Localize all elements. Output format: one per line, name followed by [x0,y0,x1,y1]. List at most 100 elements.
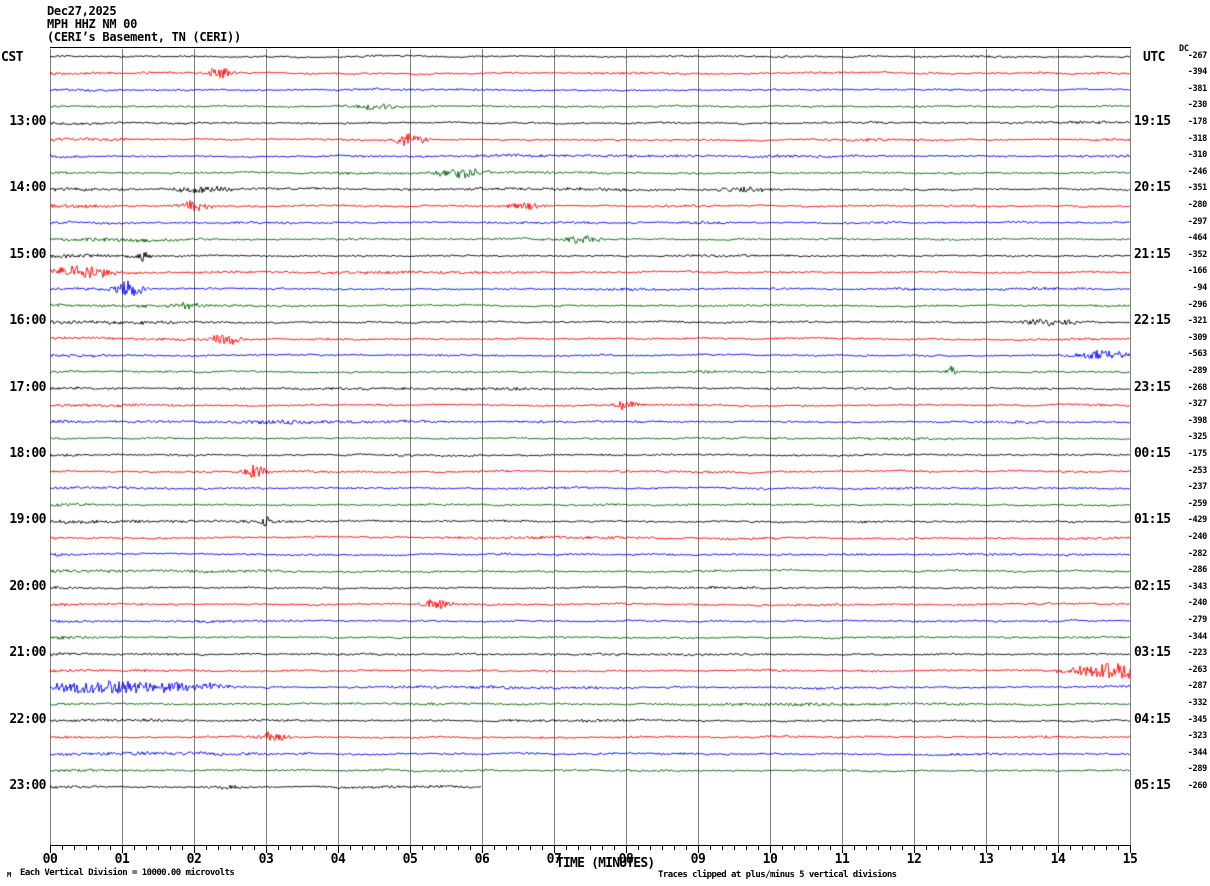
dc-offset-value: -309 [1187,332,1208,343]
major-tick [266,846,267,853]
minor-tick [686,846,687,850]
cst-hour-label: 19:00 [9,512,46,528]
dc-offset-value: -267 [1187,50,1208,61]
x-tick-label: 06 [474,852,490,867]
title-location: (CERI’s Basement, TN (CERI)) [47,30,241,44]
minor-tick [950,846,951,850]
seismogram-traces-canvas [50,49,1131,846]
minor-tick [170,846,171,850]
minor-tick [614,846,615,850]
major-tick [986,846,987,853]
minor-tick [458,846,459,850]
minor-tick [1070,846,1071,850]
x-tick-label: 07 [546,852,562,867]
utc-hour-label: 01:15 [1134,512,1171,528]
x-tick-label: 01 [114,852,130,867]
utc-hour-label: 03:15 [1134,645,1171,661]
minor-tick [1118,846,1119,850]
minor-tick [962,846,963,850]
utc-hour-label: 00:15 [1134,446,1171,461]
major-tick [194,846,195,853]
major-tick [770,846,771,853]
title-date: Dec27,2025 [47,4,117,18]
dc-offset-value: -381 [1187,83,1208,94]
utc-hour-label: 05:15 [1134,778,1171,793]
dc-offset-value: -237 [1187,482,1208,493]
major-tick [50,846,51,853]
clip-note: Traces clipped at plus/minus 5 vertical … [658,870,897,880]
x-tick-label: 02 [186,852,202,867]
minor-tick [722,846,723,850]
cst-hour-label: 20:00 [9,578,46,594]
minor-tick [398,846,399,850]
minor-tick [818,846,819,850]
minor-tick [242,846,243,850]
minor-tick [386,846,387,850]
dc-offset-value: -178 [1187,117,1208,127]
dc-offset-value: -310 [1187,150,1208,161]
minor-tick [602,846,603,850]
minor-tick [206,846,207,850]
x-tick-label: 10 [762,852,778,867]
x-tick-label: 08 [618,852,634,867]
minor-tick [782,846,783,850]
minor-tick [638,846,639,850]
minor-tick [134,846,135,850]
dc-offset-value: -352 [1187,249,1208,260]
timezone-label-right: UTC [1143,50,1165,65]
dc-offset-value: -263 [1187,664,1208,675]
dc-offset-value: -289 [1187,366,1208,376]
x-tick-label: 14 [1050,852,1066,867]
dc-offset-value: -351 [1187,183,1208,194]
dc-offset-value: -344 [1187,747,1208,758]
minor-tick [314,846,315,850]
minor-tick [1022,846,1023,850]
minor-tick [518,846,519,850]
utc-hour-label: 04:15 [1134,711,1171,727]
minor-tick [470,846,471,850]
dc-offset-value: -246 [1187,166,1208,177]
minor-tick [374,846,375,850]
minor-tick [890,846,891,850]
minor-tick [302,846,303,850]
minor-tick [506,846,507,850]
minor-tick [146,846,147,850]
cst-hour-label: 14:00 [9,180,46,196]
major-tick [338,846,339,853]
minor-tick [1106,846,1107,850]
major-tick [698,846,699,853]
minor-tick [902,846,903,850]
minor-tick [434,846,435,850]
dc-offset-value: -464 [1187,233,1208,244]
minor-tick [218,846,219,850]
minor-tick [566,846,567,850]
major-tick [410,846,411,853]
x-tick-label: 09 [690,852,706,867]
utc-hour-label: 02:15 [1134,578,1171,594]
minor-tick [1094,846,1095,850]
title-station: MPH HHZ NM 00 [47,17,138,31]
major-tick [122,846,123,853]
x-tick-label: 05 [402,852,418,867]
minor-tick [590,846,591,850]
cst-hour-label: 18:00 [9,446,46,461]
minor-tick [230,846,231,850]
minor-tick [794,846,795,850]
dc-offset-value: -318 [1187,133,1208,144]
cst-hour-label: 16:00 [9,313,46,329]
dc-offset-value: -240 [1187,532,1208,542]
dc-offset-value: -321 [1187,316,1208,327]
dc-offset-value: -240 [1187,598,1208,609]
dc-offset-value: -296 [1187,299,1208,310]
minor-tick [710,846,711,850]
minor-tick [1034,846,1035,850]
x-tick-label: 15 [1122,852,1138,867]
x-tick-label: 03 [258,852,274,867]
minor-tick [494,846,495,850]
minor-tick [878,846,879,850]
minor-tick [62,846,63,850]
major-tick [1130,846,1131,853]
minor-tick [290,846,291,850]
cst-hour-label: 15:00 [9,246,46,262]
dc-offset-value: -343 [1187,581,1208,592]
